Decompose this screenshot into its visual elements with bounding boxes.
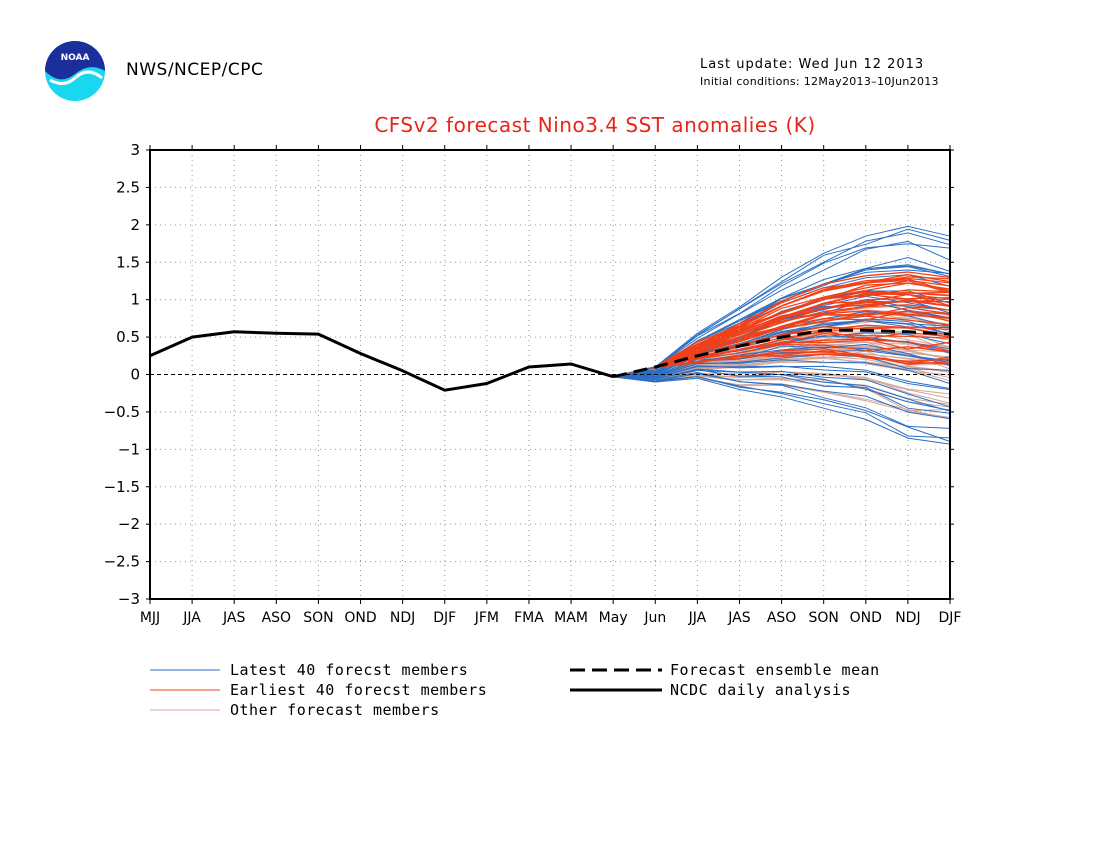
- x-tick-label: May: [599, 610, 628, 626]
- other-member-line: [613, 376, 951, 419]
- y-tick-label: 3: [130, 141, 140, 159]
- y-tick-label: −0.5: [104, 403, 140, 421]
- analysis-line: [149, 330, 614, 392]
- x-tick-label: NDJ: [390, 610, 415, 626]
- y-tick-label: 1: [130, 291, 140, 309]
- y-tick-label: 0.5: [116, 328, 140, 346]
- x-tick-label: JFM: [474, 610, 499, 626]
- x-tick-label: Jun: [643, 610, 666, 626]
- y-tick-label: 2.5: [116, 178, 140, 196]
- organization-label: NWS/NCEP/CPC: [126, 60, 264, 80]
- x-tick-label: MJJ: [140, 610, 160, 626]
- x-tick-label: JJA: [182, 610, 201, 626]
- latest-member-line: [613, 359, 951, 385]
- x-tick-label: ASO: [262, 610, 291, 626]
- latest-member-line: [613, 371, 951, 420]
- earliest-member-line: [613, 343, 951, 378]
- x-tick-label: ASO: [767, 610, 796, 626]
- x-tick-label: NDJ: [895, 610, 920, 626]
- latest-member-line: [613, 225, 951, 378]
- y-tick-label: −2.5: [104, 553, 140, 571]
- earliest-member-line: [613, 353, 951, 378]
- x-tick-label: SON: [808, 610, 838, 626]
- earliest-member-line: [613, 310, 951, 378]
- chart-grid: [150, 150, 950, 599]
- latest-member-line: [613, 376, 951, 439]
- y-tick-label: 2: [130, 216, 140, 234]
- x-tick-label: JAS: [727, 610, 750, 626]
- x-tick-label: MAM: [554, 610, 588, 626]
- x-tick-label: OND: [850, 610, 882, 626]
- logo-text: NOAA: [61, 53, 90, 63]
- y-tick-label: 0: [130, 366, 140, 384]
- x-tick-label: JJA: [688, 610, 707, 626]
- last-update-text: Last update: Wed Jun 12 2013: [700, 57, 925, 72]
- earliest-legend-label: Earliest 40 forecst members: [230, 681, 487, 699]
- analysis-legend-label: NCDC daily analysis: [670, 681, 851, 699]
- other-legend-label: Other forecast members: [230, 701, 440, 719]
- mean-legend-label: Forecast ensemble mean: [670, 661, 880, 679]
- chart-legend: Latest 40 forecst members Earliest 40 for…: [150, 661, 880, 719]
- latest-member-line: [613, 350, 951, 378]
- latest-member-line: [613, 243, 951, 378]
- chart-lines: [149, 328, 951, 392]
- y-tick-label: −1: [118, 440, 140, 458]
- y-tick-label: −1.5: [104, 478, 140, 496]
- latest-member-line: [613, 376, 951, 445]
- x-tick-label: DJF: [939, 610, 962, 626]
- x-tick-label: OND: [344, 610, 376, 626]
- y-tick-label: −3: [118, 590, 140, 608]
- x-tick-label: JAS: [222, 610, 245, 626]
- x-tick-label: DJF: [433, 610, 456, 626]
- x-tick-label: FMA: [514, 610, 544, 626]
- y-tick-label: −2: [118, 515, 140, 533]
- chart-title: CFSv2 forecast Nino3.4 SST anomalies (K): [374, 113, 816, 137]
- y-tick-label: 1.5: [116, 253, 140, 271]
- initial-conditions-text: Initial conditions: 12May2013–10Jun2013: [700, 75, 939, 88]
- noaa-logo: NOAA: [45, 41, 105, 101]
- latest-legend-label: Latest 40 forecst members: [230, 661, 468, 679]
- ensemble-mean-line: [612, 328, 951, 379]
- x-tick-label: SON: [303, 610, 333, 626]
